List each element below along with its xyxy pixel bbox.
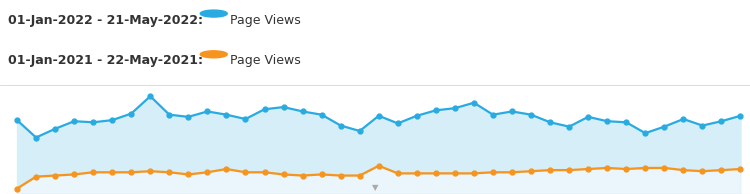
Text: Page Views: Page Views	[230, 54, 301, 67]
Text: Page Views: Page Views	[230, 14, 301, 27]
Text: ▼: ▼	[372, 183, 378, 192]
Text: 01-Jan-2021 - 22-May-2021:: 01-Jan-2021 - 22-May-2021:	[8, 54, 202, 67]
Text: 01-Jan-2022 - 21-May-2022:: 01-Jan-2022 - 21-May-2022:	[8, 14, 202, 27]
